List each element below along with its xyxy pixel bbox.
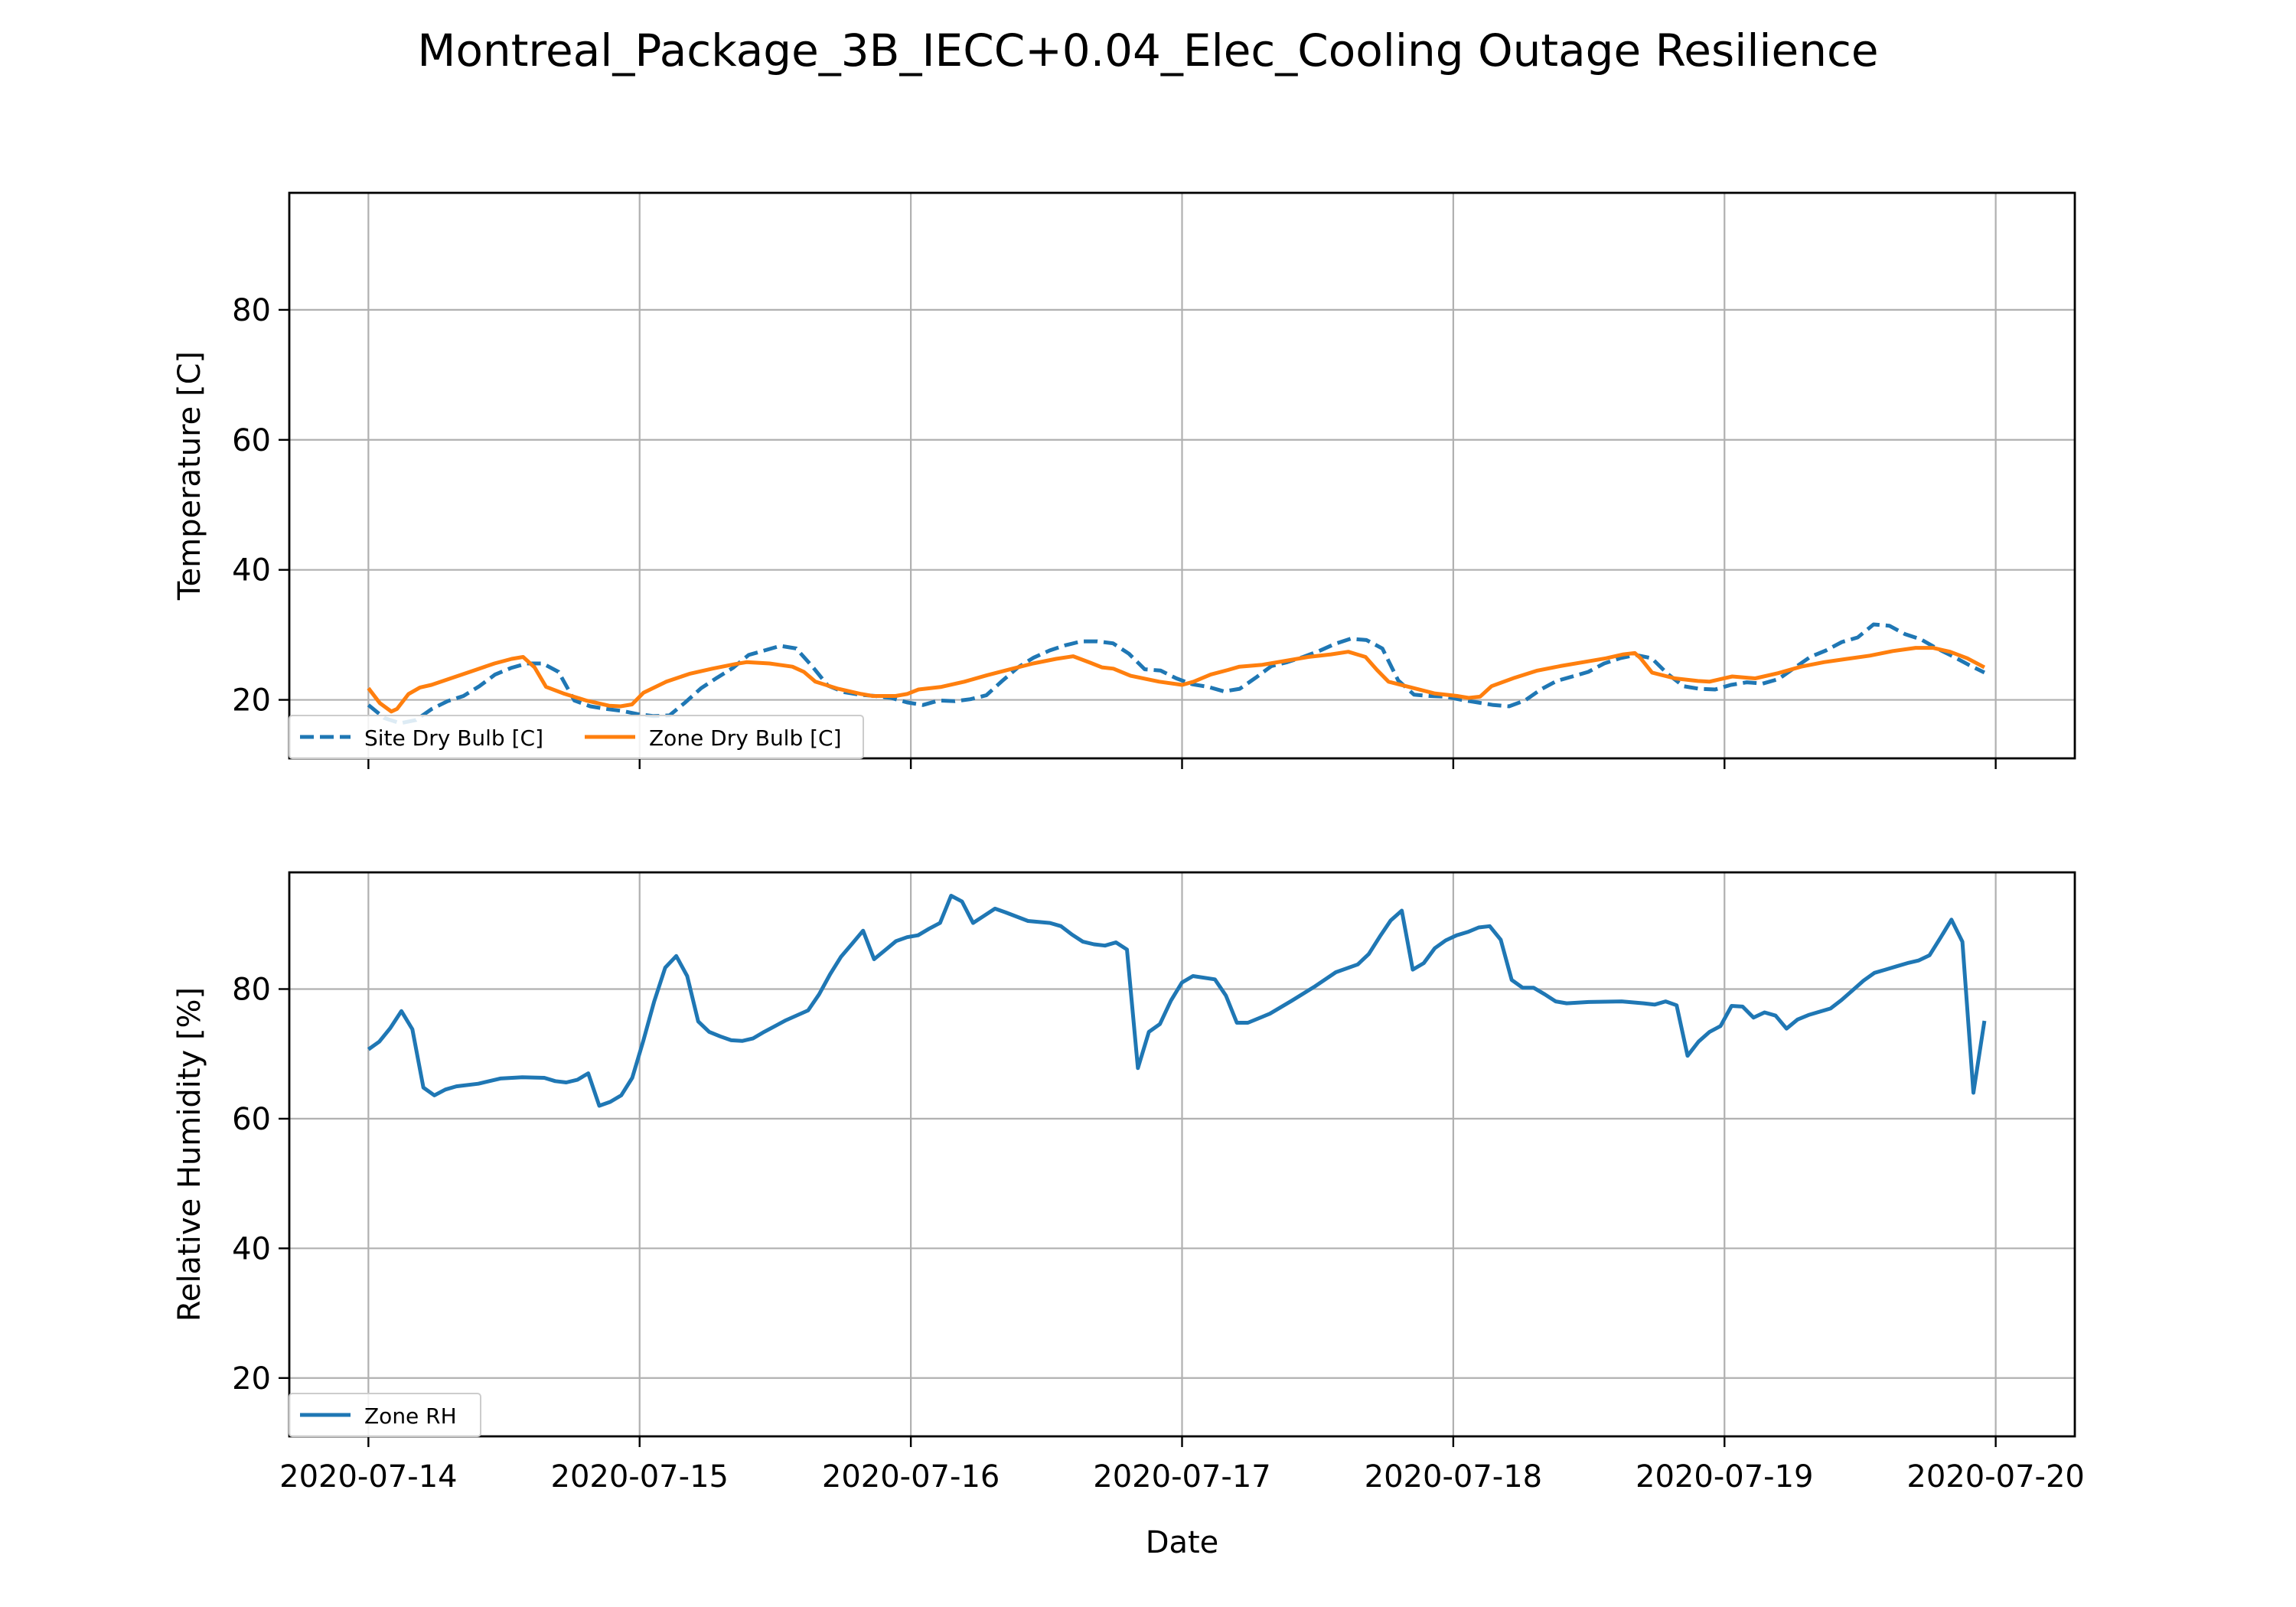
x-tick-label: 2020-07-19 <box>1636 1459 1813 1495</box>
y-tick-label: 20 <box>232 683 271 719</box>
series-line-site-dry-bulb-c- <box>367 622 1986 725</box>
x-axis-label: Date <box>1146 1525 1219 1560</box>
y-tick-label: 60 <box>232 1102 271 1137</box>
x-tick-label: 2020-07-18 <box>1365 1459 1542 1495</box>
y-axis-label: Temperature [C] <box>172 351 207 601</box>
y-tick-label: 40 <box>232 553 271 588</box>
x-tick-label: 2020-07-16 <box>822 1459 1000 1495</box>
x-tick-label: 2020-07-17 <box>1093 1459 1270 1495</box>
legend-label: Zone Dry Bulb [C] <box>649 725 842 751</box>
y-axis-label: Relative Humidity [%] <box>172 987 207 1322</box>
y-tick-label: 80 <box>232 972 271 1007</box>
legend-box <box>289 1393 481 1437</box>
plot-frame <box>288 191 2076 760</box>
y-tick-label: 60 <box>232 423 271 458</box>
legend-label: Zone RH <box>364 1403 457 1429</box>
y-tick-label: 20 <box>232 1361 271 1397</box>
x-tick-label: 2020-07-15 <box>551 1459 729 1495</box>
series-line-zone-dry-bulb-c- <box>367 646 1986 714</box>
chart-title: Montreal_Package_3B_IECC+0.04_Elec_Cooli… <box>417 24 1879 77</box>
series-line-zone-rh <box>367 894 1987 1108</box>
y-tick-label: 40 <box>232 1231 271 1266</box>
legend-label: Site Dry Bulb [C] <box>364 725 543 751</box>
legend-box <box>289 715 864 759</box>
plot-frame <box>288 871 2076 1438</box>
x-tick-label: 2020-07-20 <box>1906 1459 2084 1495</box>
y-tick-label: 80 <box>232 293 271 328</box>
x-tick-label: 2020-07-14 <box>279 1459 457 1495</box>
